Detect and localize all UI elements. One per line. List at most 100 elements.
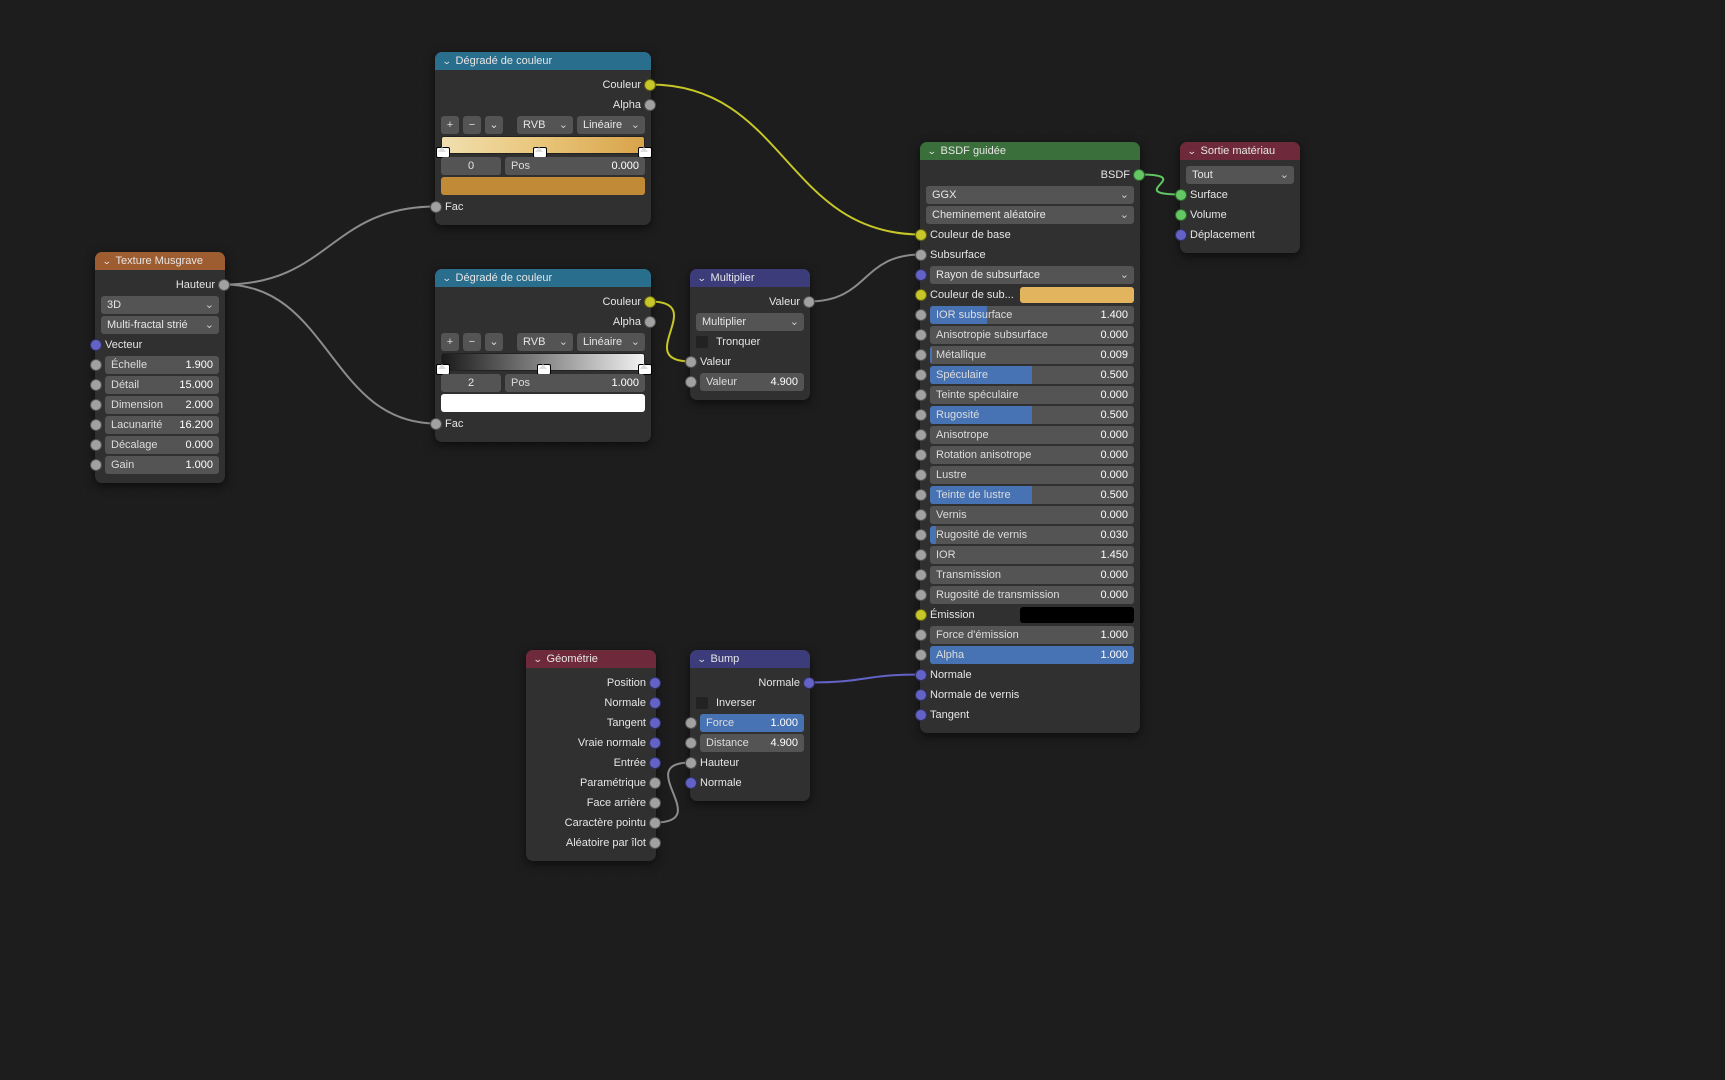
emit-strength-field[interactable]: Force d'émission1.000: [930, 626, 1134, 644]
prop-field[interactable]: Anisotrope0.000: [930, 426, 1134, 444]
color-ramp[interactable]: [441, 136, 645, 154]
prop-field[interactable]: Lustre0.000: [930, 466, 1134, 484]
out-alpha: Alpha: [613, 99, 641, 111]
dim-select[interactable]: 3D: [101, 296, 219, 314]
node-header[interactable]: ⌄ Dégradé de couleur: [435, 269, 651, 287]
out-label: Vraie normale: [578, 737, 646, 749]
prop-field[interactable]: Spéculaire0.500: [930, 366, 1134, 384]
subsurf-radius[interactable]: Rayon de subsurface: [930, 266, 1134, 284]
prop-field[interactable]: Rugosité de vernis0.030: [930, 526, 1134, 544]
node-material-output[interactable]: ⌄ Sortie matériau Tout Surface Volume Dé…: [1180, 142, 1300, 253]
node-principled-bsdf[interactable]: ⌄ BSDF guidée BSDF GGX Cheminement aléat…: [920, 142, 1140, 733]
in-fac: Fac: [445, 418, 463, 430]
prop-field[interactable]: Rugosité de transmission0.000: [930, 586, 1134, 604]
emission-swatch[interactable]: [1020, 607, 1134, 623]
prop-field[interactable]: Échelle1.900: [105, 356, 219, 374]
prop-field[interactable]: Métallique0.009: [930, 346, 1134, 364]
in-volume: Volume: [1190, 209, 1227, 221]
node-color-ramp-2[interactable]: ⌄ Dégradé de couleur Couleur Alpha + − ⌄…: [435, 269, 651, 442]
node-header[interactable]: ⌄ Multiplier: [690, 269, 810, 287]
out-label: Paramétrique: [580, 777, 646, 789]
out-label: Face arrière: [587, 797, 646, 809]
add-stop-button[interactable]: +: [441, 116, 459, 134]
out-label: Caractère pointu: [565, 817, 646, 829]
strength-field[interactable]: Force1.000: [700, 714, 804, 732]
out-label: Aléatoire par îlot: [566, 837, 646, 849]
prop-field[interactable]: Détail15.000: [105, 376, 219, 394]
node-bump[interactable]: ⌄ Bump Normale Inverser Force1.000 Dista…: [690, 650, 810, 801]
prop-field[interactable]: IOR1.450: [930, 546, 1134, 564]
prop-field[interactable]: IOR subsurface1.400: [930, 306, 1134, 324]
sub-color-swatch[interactable]: [1020, 287, 1134, 303]
collapse-icon: ⌄: [102, 252, 112, 270]
invert-checkbox[interactable]: [696, 697, 708, 709]
prop-field[interactable]: Anisotropie subsurface0.000: [930, 326, 1134, 344]
in-base-color: Couleur de base: [930, 229, 1011, 241]
distribution-select[interactable]: GGX: [926, 186, 1134, 204]
remove-stop-button[interactable]: −: [463, 116, 481, 134]
node-header[interactable]: ⌄ BSDF guidée: [920, 142, 1140, 160]
in-normal: Normale: [930, 669, 972, 681]
emission-label: Émission: [930, 609, 1016, 621]
prop-field[interactable]: Décalage0.000: [105, 436, 219, 454]
subsurf-method-select[interactable]: Cheminement aléatoire: [926, 206, 1134, 224]
node-title: Texture Musgrave: [116, 252, 203, 270]
node-multiply[interactable]: ⌄ Multiplier Valeur Multiplier Tronquer …: [690, 269, 810, 400]
node-title: Sortie matériau: [1201, 142, 1276, 160]
out-value: Valeur: [769, 296, 800, 308]
type-select[interactable]: Multi-fractal strié: [101, 316, 219, 334]
in-tangent: Tangent: [930, 709, 969, 721]
flip-button[interactable]: ⌄: [485, 333, 503, 351]
out-alpha: Alpha: [613, 316, 641, 328]
stop-index[interactable]: 2: [441, 374, 501, 392]
mode-select[interactable]: RVB: [517, 333, 573, 351]
stop-index[interactable]: 0: [441, 157, 501, 175]
interp-select[interactable]: Linéaire: [577, 333, 645, 351]
stop-position[interactable]: Pos0.000: [505, 157, 645, 175]
node-header[interactable]: ⌄ Géométrie: [526, 650, 656, 668]
flip-button[interactable]: ⌄: [485, 116, 503, 134]
remove-stop-button[interactable]: −: [463, 333, 481, 351]
prop-field[interactable]: Transmission0.000: [930, 566, 1134, 584]
prop-field[interactable]: Vernis0.000: [930, 506, 1134, 524]
in-height: Hauteur: [700, 757, 739, 769]
node-header[interactable]: ⌄ Dégradé de couleur: [435, 52, 651, 70]
prop-field[interactable]: Teinte de lustre0.500: [930, 486, 1134, 504]
in-displacement: Déplacement: [1190, 229, 1255, 241]
node-title: BSDF guidée: [941, 142, 1006, 160]
mode-select[interactable]: RVB: [517, 116, 573, 134]
prop-field[interactable]: Rotation anisotrope0.000: [930, 446, 1134, 464]
out-label: Normale: [604, 697, 646, 709]
clamp-checkbox[interactable]: [696, 336, 708, 348]
out-color: Couleur: [602, 296, 641, 308]
current-color-swatch[interactable]: [441, 394, 645, 412]
current-color-swatch[interactable]: [441, 177, 645, 195]
node-header[interactable]: ⌄ Bump: [690, 650, 810, 668]
node-header[interactable]: ⌄ Sortie matériau: [1180, 142, 1300, 160]
prop-field[interactable]: Gain1.000: [105, 456, 219, 474]
target-select[interactable]: Tout: [1186, 166, 1294, 184]
prop-field[interactable]: Teinte spéculaire0.000: [930, 386, 1134, 404]
value2-field[interactable]: Valeur4.900: [700, 373, 804, 391]
node-geometry[interactable]: ⌄ Géométrie PositionNormaleTangentVraie …: [526, 650, 656, 861]
in-coat-normal: Normale de vernis: [930, 689, 1019, 701]
in-normal: Normale: [700, 777, 742, 789]
operation-select[interactable]: Multiplier: [696, 313, 804, 331]
node-header[interactable]: ⌄ Texture Musgrave: [95, 252, 225, 270]
node-texture-musgrave[interactable]: ⌄ Texture Musgrave Hauteur 3D Multi-frac…: [95, 252, 225, 483]
prop-field[interactable]: Lacunarité16.200: [105, 416, 219, 434]
stop-position[interactable]: Pos1.000: [505, 374, 645, 392]
out-bsdf: BSDF: [1101, 169, 1130, 181]
out-label: Tangent: [607, 717, 646, 729]
collapse-icon: ⌄: [1187, 142, 1197, 160]
add-stop-button[interactable]: +: [441, 333, 459, 351]
prop-field[interactable]: Dimension2.000: [105, 396, 219, 414]
node-title: Multiplier: [711, 269, 755, 287]
distance-field[interactable]: Distance4.900: [700, 734, 804, 752]
interp-select[interactable]: Linéaire: [577, 116, 645, 134]
node-color-ramp-1[interactable]: ⌄ Dégradé de couleur Couleur Alpha + − ⌄…: [435, 52, 651, 225]
out-normal: Normale: [758, 677, 800, 689]
color-ramp[interactable]: [441, 353, 645, 371]
alpha-field[interactable]: Alpha1.000: [930, 646, 1134, 664]
prop-field[interactable]: Rugosité0.500: [930, 406, 1134, 424]
